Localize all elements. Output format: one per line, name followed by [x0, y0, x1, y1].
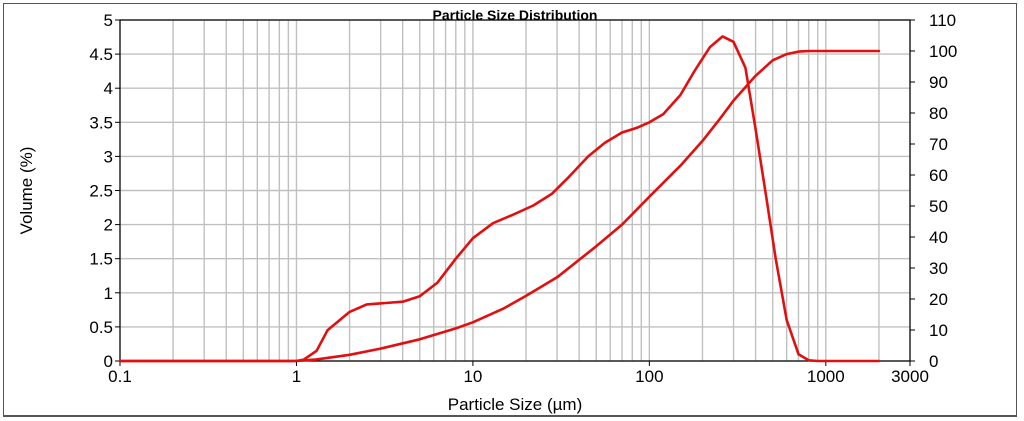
x-tick-label: 1	[292, 367, 301, 386]
bottom-divider	[3, 416, 1017, 421]
volume-density-line	[118, 35, 881, 363]
y2-tick-label: 20	[929, 290, 948, 309]
axes	[115, 19, 915, 366]
y-tick-label: 2	[104, 216, 113, 235]
y2-tick-label: 80	[929, 104, 948, 123]
x-axis-label: Particle Size (µm)	[448, 395, 582, 414]
y-tick-label: 4	[104, 79, 113, 98]
y-tick-label: 1.5	[89, 250, 113, 269]
chart-frame	[3, 3, 1017, 416]
y-tick-label: 3	[104, 147, 113, 166]
y2-tick-label: 40	[929, 228, 948, 247]
y2-tick-label: 90	[929, 73, 948, 92]
y2-tick-label: 60	[929, 166, 948, 185]
x-tick-label: 0.1	[108, 367, 132, 386]
x-tick-label: 100	[635, 367, 663, 386]
y2-tick-label: 0	[929, 352, 938, 371]
y2-tick-label: 110	[929, 11, 956, 30]
x-tick-label: 3000	[891, 367, 929, 386]
y2-tick-label: 10	[929, 321, 948, 340]
tick-labels: 00.511.522.533.544.550102030405060708090…	[89, 11, 957, 386]
y2-tick-label: 70	[929, 135, 948, 154]
chart-title: Particle Size Distribution	[433, 7, 598, 23]
x-tick-label: 10	[463, 367, 482, 386]
series-lines	[118, 35, 881, 363]
y-tick-label: 4.5	[89, 45, 113, 64]
grid-lines	[119, 19, 911, 362]
y-axis-label: Volume (%)	[17, 147, 36, 235]
y2-tick-label: 50	[929, 197, 948, 216]
y-tick-label: 0.5	[89, 318, 113, 337]
y-tick-label: 2.5	[89, 182, 113, 201]
y2-tick-label: 30	[929, 259, 948, 278]
cumulative-volume-line	[118, 49, 881, 363]
x-tick-label: 1000	[807, 367, 845, 386]
y-tick-label: 1	[104, 284, 113, 303]
y2-tick-label: 100	[929, 42, 957, 61]
y-tick-label: 5	[104, 11, 113, 30]
y-tick-label: 3.5	[89, 113, 113, 132]
y-tick-label: 0	[104, 352, 113, 371]
